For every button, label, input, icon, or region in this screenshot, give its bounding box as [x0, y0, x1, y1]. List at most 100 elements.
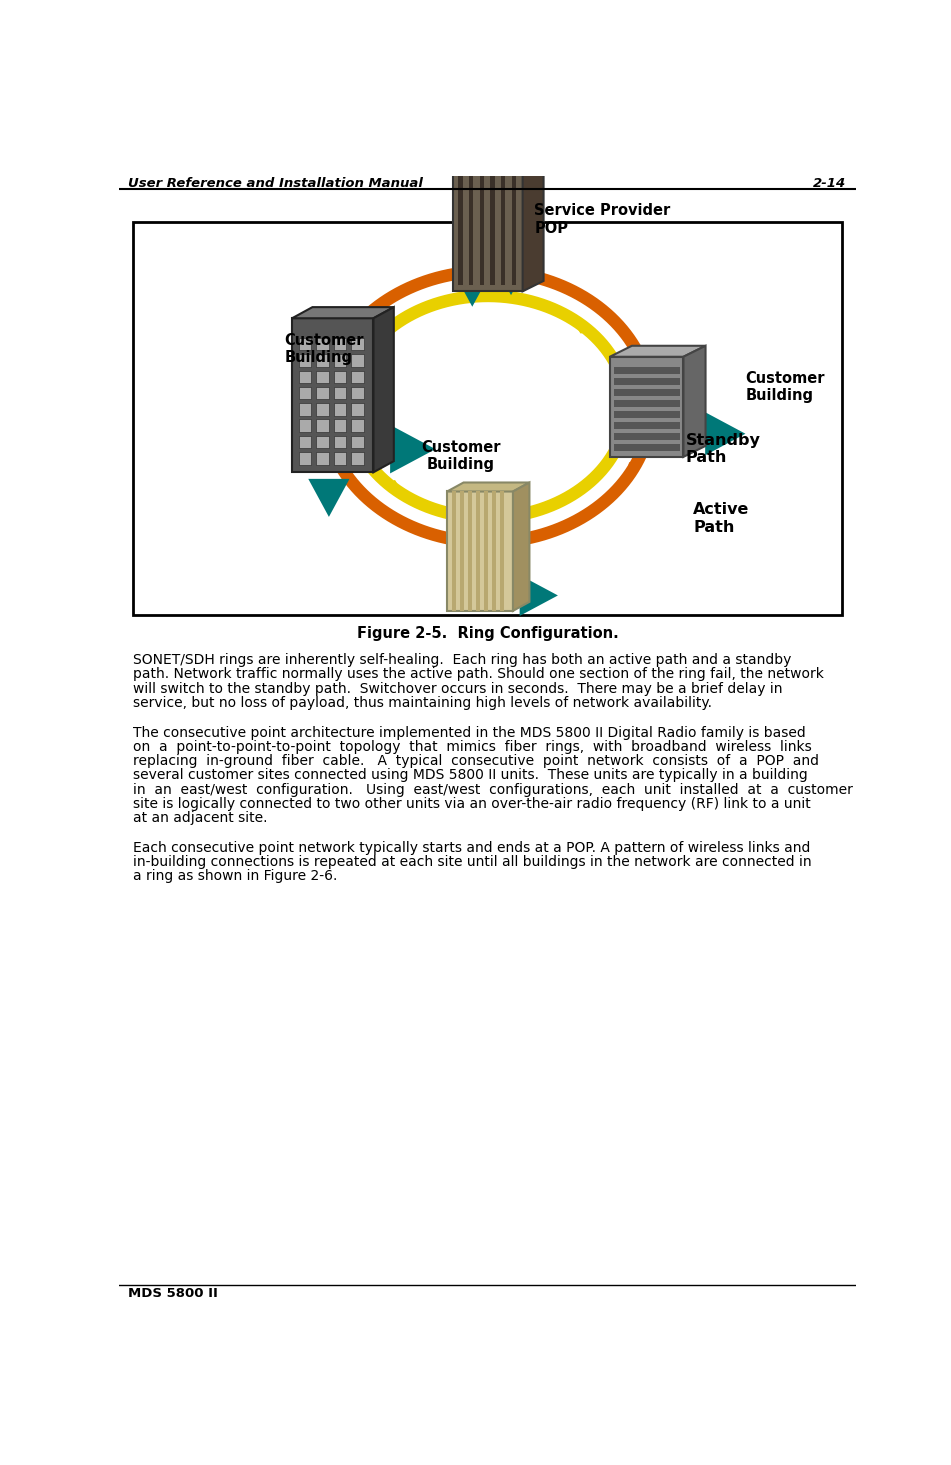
Bar [351, 371, 364, 382]
Bar [459, 491, 464, 611]
Bar [610, 357, 684, 457]
Bar [299, 419, 311, 432]
Bar [316, 387, 329, 400]
Bar [469, 167, 474, 284]
Polygon shape [519, 574, 558, 615]
Bar [447, 491, 513, 611]
Bar [351, 453, 364, 464]
Polygon shape [308, 479, 350, 517]
Text: path. Network traffic normally uses the active path. Should one section of the r: path. Network traffic normally uses the … [133, 668, 824, 681]
Text: site is logically connected to two other units via an over-the-air radio frequen: site is logically connected to two other… [133, 797, 810, 810]
Text: 2-14: 2-14 [813, 177, 846, 190]
Text: Each consecutive point network typically starts and ends at a POP. A pattern of : Each consecutive point network typically… [133, 841, 810, 854]
Text: replacing  in-ground  fiber  cable.   A  typical  consecutive  point  network  c: replacing in-ground fiber cable. A typic… [133, 754, 819, 768]
Bar [316, 403, 329, 416]
Polygon shape [523, 149, 544, 292]
Bar [613, 400, 680, 407]
Bar [479, 167, 484, 284]
Bar [613, 422, 680, 429]
Bar [299, 387, 311, 400]
Bar [351, 403, 364, 416]
Polygon shape [684, 346, 706, 457]
Text: in  an  east/west  configuration.   Using  east/west  configurations,  each  uni: in an east/west configuration. Using eas… [133, 782, 853, 797]
Bar [468, 491, 472, 611]
Text: SONET/SDH rings are inherently self-healing.  Each ring has both an active path : SONET/SDH rings are inherently self-heal… [133, 653, 791, 667]
Bar [476, 491, 479, 611]
Bar [316, 435, 329, 448]
Text: will switch to the standby path.  Switchover occurs in seconds.  There may be a : will switch to the standby path. Switcho… [133, 681, 783, 696]
Bar [133, 223, 842, 615]
Text: MDS 5800 II: MDS 5800 II [128, 1288, 218, 1301]
Text: on  a  point-to-point-to-point  topology  that  mimics  fiber  rings,  with  bro: on a point-to-point-to-point topology th… [133, 740, 811, 754]
Text: Standby
Path: Standby Path [686, 434, 760, 466]
Text: in-building connections is repeated at each site until all buildings in the netw: in-building connections is repeated at e… [133, 856, 811, 869]
Polygon shape [625, 463, 638, 485]
Bar [351, 338, 364, 350]
Bar [316, 338, 329, 350]
Bar [299, 435, 311, 448]
Text: Customer
Building: Customer Building [284, 333, 364, 365]
Polygon shape [337, 330, 351, 350]
Text: User Reference and Installation Manual: User Reference and Installation Manual [128, 177, 423, 190]
Bar [299, 355, 311, 366]
Bar [334, 355, 346, 366]
Bar [334, 338, 346, 350]
Bar [299, 371, 311, 382]
Bar [334, 387, 346, 400]
Bar [613, 378, 680, 385]
Polygon shape [453, 149, 544, 160]
Bar [334, 419, 346, 432]
Polygon shape [570, 314, 588, 333]
Bar [316, 453, 329, 464]
Bar [351, 419, 364, 432]
Text: several customer sites connected using MDS 5800 II units.  These units are typic: several customer sites connected using M… [133, 768, 807, 782]
Bar [334, 453, 346, 464]
Bar [613, 410, 680, 418]
Text: service, but no loss of payload, thus maintaining high levels of network availab: service, but no loss of payload, thus ma… [133, 696, 712, 711]
Bar [453, 160, 523, 292]
Bar [452, 491, 456, 611]
Bar [492, 491, 495, 611]
Bar [299, 338, 311, 350]
Bar [499, 491, 504, 611]
Bar [351, 355, 364, 366]
Polygon shape [292, 308, 394, 318]
Bar [613, 366, 680, 374]
Bar [334, 435, 346, 448]
Bar [512, 167, 516, 284]
Polygon shape [374, 308, 394, 472]
Polygon shape [390, 425, 436, 473]
Bar [501, 167, 506, 284]
Bar [316, 419, 329, 432]
Polygon shape [610, 346, 706, 357]
Bar [334, 403, 346, 416]
Bar [351, 387, 364, 400]
Polygon shape [513, 482, 530, 611]
Bar [458, 167, 462, 284]
Bar [491, 167, 495, 284]
Bar [299, 403, 311, 416]
Text: at an adjacent site.: at an adjacent site. [133, 812, 267, 825]
Bar [334, 371, 346, 382]
Bar [613, 444, 680, 451]
Polygon shape [705, 412, 746, 456]
Bar [316, 371, 329, 382]
Bar [613, 388, 680, 396]
Polygon shape [495, 265, 527, 294]
Text: a ring as shown in Figure 2-6.: a ring as shown in Figure 2-6. [133, 869, 346, 883]
Bar [299, 453, 311, 464]
Text: Active
Path: Active Path [693, 502, 749, 535]
Bar [613, 432, 680, 439]
Polygon shape [388, 481, 406, 500]
Text: The consecutive point architecture implemented in the MDS 5800 II Digital Radio : The consecutive point architecture imple… [133, 725, 805, 740]
Text: Figure 2-5.  Ring Configuration.: Figure 2-5. Ring Configuration. [357, 626, 619, 642]
Bar [316, 355, 329, 366]
Text: Customer
Building: Customer Building [421, 440, 500, 472]
Bar [484, 491, 488, 611]
Polygon shape [454, 271, 492, 306]
Text: Service Provider
POP: Service Provider POP [534, 204, 670, 236]
Polygon shape [447, 482, 530, 491]
Bar [351, 435, 364, 448]
Bar [292, 318, 374, 472]
Text: Customer
Building: Customer Building [746, 371, 825, 403]
